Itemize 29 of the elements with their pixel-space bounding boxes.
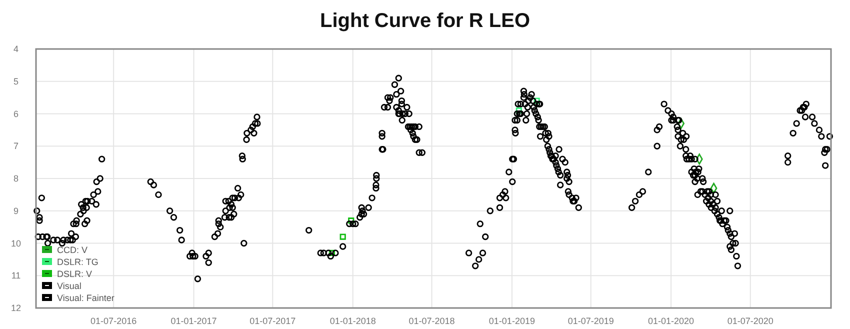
x-tick-label: 01-01-2017 (170, 316, 217, 326)
legend-label: Visual (57, 281, 82, 291)
x-tick-label: 01-01-2019 (488, 316, 535, 326)
y-tick-label: 5 (13, 76, 19, 86)
y-tick-label: 6 (13, 108, 19, 119)
legend-label: DSLR: V (57, 269, 92, 279)
chart-title: Light Curve for R LEO (320, 10, 530, 32)
x-tick-label: 01-07-2020 (727, 316, 774, 326)
legend-label: CCD: V (57, 245, 88, 255)
y-tick-label: 11 (11, 270, 21, 281)
point (516, 107, 522, 114)
y-tick-label: 12 (10, 303, 22, 313)
x-tick-label: 01-07-2018 (408, 316, 455, 326)
legend-label: Visual: Fainter (57, 293, 114, 303)
point (348, 218, 354, 224)
x-tick-label: 01-07-2019 (568, 316, 614, 326)
x-tick-label: 01-01-2018 (330, 316, 376, 326)
x-tick-label: 01-07-2017 (250, 316, 296, 326)
y-tick-label: 9 (13, 206, 19, 216)
y-tick-label: 7 (13, 141, 19, 152)
point (340, 234, 346, 240)
y-tick-label: 10 (10, 238, 22, 248)
y-tick-label: 8 (13, 174, 19, 184)
legend-label: DSLR: TG (57, 257, 98, 267)
y-tick-label: 4 (13, 44, 19, 54)
point (328, 250, 335, 256)
point (534, 98, 540, 104)
x-tick-label: 01-07-2016 (90, 316, 137, 326)
x-tick-label: 01-01-2020 (648, 316, 694, 326)
